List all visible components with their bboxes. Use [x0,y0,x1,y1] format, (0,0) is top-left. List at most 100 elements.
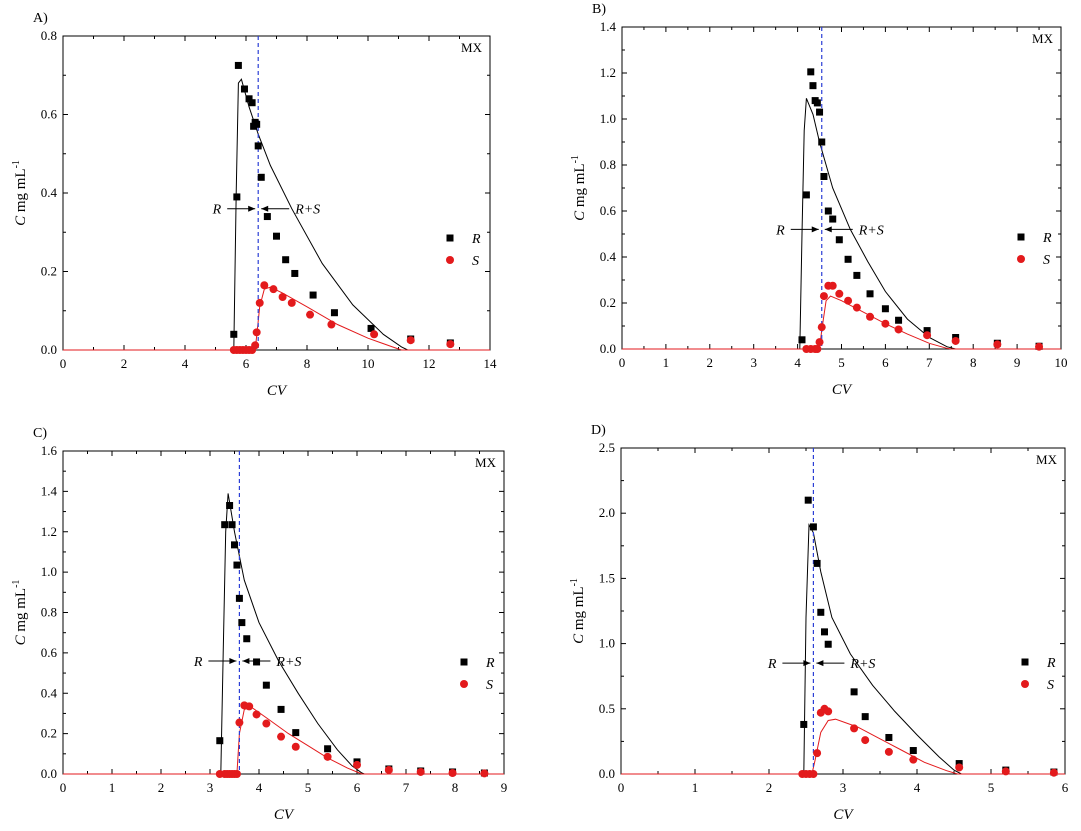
data-point-r [253,658,261,666]
data-point-r [818,138,826,146]
arrowhead-left [811,226,819,233]
data-point-s [251,341,260,350]
data-point-r [233,561,241,569]
data-point-r [243,635,251,643]
data-point-s [252,328,261,337]
arrowhead-right [261,205,269,212]
panel-label: C) [33,426,47,441]
data-point-s [287,298,296,307]
data-point-r [253,120,261,128]
data-point-r [273,232,280,240]
legend-label-s: S [486,678,493,693]
x-tick-label: 7 [403,780,410,795]
y-axis-exponent: -1 [569,578,580,586]
data-point-r [330,309,338,317]
x-tick-label: 6 [354,780,361,795]
data-point-s [448,768,457,777]
data-point-s [323,752,332,761]
data-point-r [324,745,332,753]
x-tick-label: 14 [484,356,498,371]
data-point-r [835,236,843,244]
data-point-s [850,724,859,733]
data-point-r [309,291,317,299]
data-point-s [951,336,960,345]
data-point-s [446,340,455,349]
data-point-s [260,281,269,290]
y-tick-label: 0.6 [41,107,58,122]
chart-panel-b: 0 1 2 3 4 5 6 7 8 9 10 0.0 0.2 0.4 0.6 0.8 1.0 1.2 1.4 B) MX… [570,2,1068,398]
legend-label-r: R [1046,656,1056,671]
data-point-r [866,290,874,298]
x-axis-title: CV [833,807,854,823]
data-point-r [798,336,806,344]
y-tick-label: 0.4 [600,249,617,264]
data-point-r [923,327,931,335]
panel-label: D) [591,423,606,438]
data-point-s [828,281,837,290]
model-curve-r [63,493,504,775]
legend-label-r: R [485,656,495,671]
arrowhead-right [816,660,824,667]
data-point-r [813,99,821,107]
y-tick-label: 0.0 [41,766,57,781]
x-tick-label: 10 [362,356,375,371]
x-tick-label: 0 [618,780,625,795]
model-curve-s [63,706,504,775]
legend-marker-s [1021,680,1029,688]
data-point-s [817,323,826,332]
data-point-r [800,720,808,728]
legend-label-s: S [472,254,479,269]
data-point-s [252,710,261,719]
data-point-s [327,320,336,329]
annotation-right: R+S [275,655,301,670]
data-point-s [852,303,861,312]
y-tick-label: 0.0 [599,766,615,781]
y-tick-label: 1.6 [41,443,58,458]
model-curve-r [621,523,1065,775]
x-tick-label: 12 [423,356,436,371]
y-tick-label: 1.4 [600,19,617,34]
data-point-s [813,749,822,758]
y-axis-unit: mg mL [571,586,587,634]
data-point-s [480,769,489,778]
y-axis-title: C mg mL-1 [11,580,29,646]
data-point-s [923,331,932,340]
x-tick-label: 4 [256,780,263,795]
data-point-r [238,619,246,627]
data-point-r [221,521,229,529]
y-tick-label: 0.2 [41,726,57,741]
y-axis-symbol: C [572,210,588,221]
data-point-r [909,747,917,755]
data-point-s [384,765,393,774]
legend-marker-r [446,234,454,242]
data-point-r [226,502,234,510]
x-tick-label: 4 [182,356,189,371]
data-point-r [850,688,858,696]
panel-tag: MX [1032,31,1054,46]
data-point-s [245,702,254,711]
x-tick-label: 1 [663,355,670,370]
y-axis-exponent: -1 [11,580,22,588]
arrowhead-left [229,657,237,664]
y-tick-label: 0.6 [41,645,58,660]
data-point-s [235,718,244,727]
data-point-s [866,312,875,321]
panel-tag: MX [1036,452,1058,467]
data-point-r [824,640,832,648]
data-point-r [853,271,861,279]
x-tick-label: 8 [452,780,459,795]
panel-label: A) [33,11,48,26]
data-point-r [844,255,852,263]
y-tick-label: 0.2 [600,295,616,310]
x-tick-label: 2 [766,780,773,795]
x-tick-label: 4 [794,355,801,370]
y-axis-symbol: C [571,633,587,644]
x-tick-label: 1 [692,780,699,795]
panel-tag: MX [475,455,497,470]
data-point-r [291,269,299,277]
plot-frame [620,447,1066,775]
data-point-r [234,61,242,69]
model-curve-r [622,98,1061,350]
x-tick-label: 5 [838,355,845,370]
annotation-left: R [212,203,222,218]
